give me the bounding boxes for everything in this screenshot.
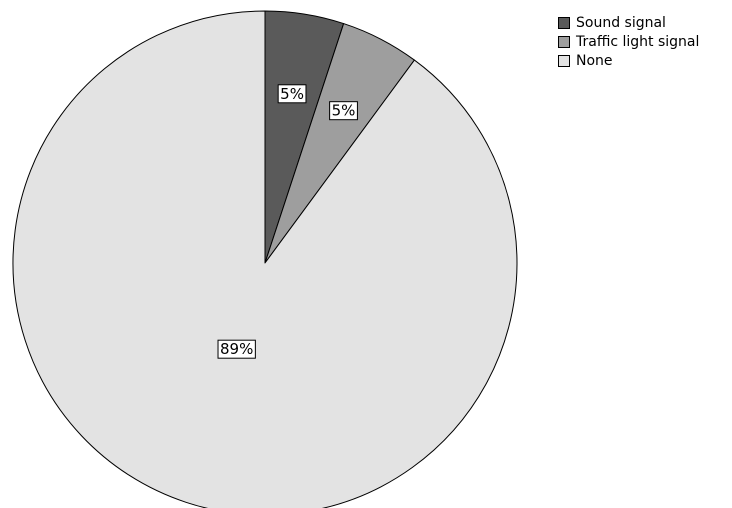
legend-label: Sound signal [576,14,666,31]
legend-swatch [558,35,570,48]
data-label-text: 5% [332,102,356,120]
legend-swatch [558,54,570,67]
legend-item-none: None [558,51,699,70]
data-label-box [277,84,307,104]
data-label-text: 89% [220,340,253,358]
legend-label: Traffic light signal [576,33,700,50]
data-label-sound-signal: 5% [277,84,307,104]
data-label-box [329,101,358,121]
legend-label: None [576,52,613,69]
legend: Sound signal Traffic light signal None [558,13,699,70]
legend-item-traffic-light-signal: Traffic light signal [558,32,699,51]
data-label-traffic-light-signal: 5% [329,101,358,121]
legend-swatch [558,16,570,29]
legend-item-sound-signal: Sound signal [558,13,699,32]
pie-slice-none [12,10,518,508]
data-label-none: 89% [217,339,256,359]
data-label-box [217,339,256,359]
data-label-text: 5% [280,85,304,103]
